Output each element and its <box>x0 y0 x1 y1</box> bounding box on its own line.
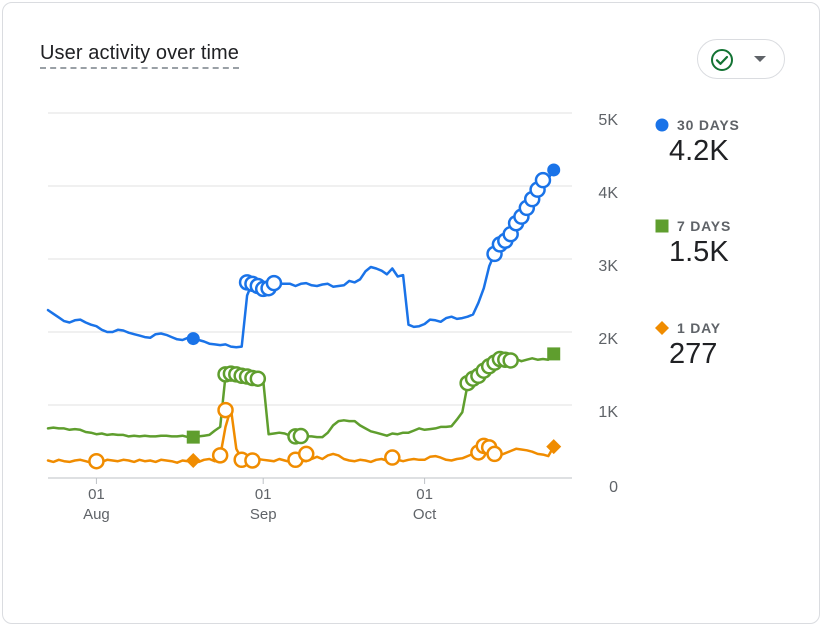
x-tick-label: Oct <box>413 506 437 523</box>
legend-label: 7 DAYS <box>677 218 732 234</box>
activity-line-chart: 5K 4K 3K 2K 1K 0 01 Aug 01 Sep 01 Oct <box>46 112 618 523</box>
anomaly-point <box>244 452 261 469</box>
y-tick-label: 4K <box>598 185 618 202</box>
y-tick-label: 2K <box>598 331 618 348</box>
data-point-marker <box>547 163 561 177</box>
anomaly-point <box>211 447 229 464</box>
data-point-marker <box>185 452 201 468</box>
chevron-down-icon <box>754 56 766 62</box>
legend-value: 4.2K <box>669 135 729 167</box>
data-point-marker <box>546 439 562 455</box>
legend-value: 277 <box>669 338 718 370</box>
legend-label: 30 DAYS <box>677 117 740 133</box>
x-tick-label: 01 <box>88 486 105 503</box>
y-tick-label: 5K <box>598 112 618 129</box>
compare-dropdown-button[interactable] <box>697 39 785 79</box>
y-tick-label: 3K <box>598 258 618 275</box>
check-circle-icon <box>711 49 733 71</box>
anomaly-point <box>292 427 310 445</box>
anomaly-point <box>384 449 401 466</box>
y-tick-label: 0 <box>609 479 618 496</box>
x-tick-label: Aug <box>83 506 110 523</box>
x-tick-label: Sep <box>250 506 277 523</box>
data-point-marker <box>186 332 200 346</box>
series-line-30-days <box>46 168 555 349</box>
anomaly-point <box>217 401 234 419</box>
y-tick-label: 1K <box>598 404 618 421</box>
anomaly-point <box>249 370 267 387</box>
anomaly-point <box>502 352 519 369</box>
anomaly-point <box>486 445 503 463</box>
x-tick-label: 01 <box>255 486 272 503</box>
x-tick-label: 01 <box>416 486 433 503</box>
legend-value: 1.5K <box>669 236 729 268</box>
diamond-marker-icon <box>655 321 669 335</box>
anomaly-point <box>88 452 105 470</box>
square-marker-icon <box>655 219 669 233</box>
data-point-marker <box>186 430 200 444</box>
anomaly-point <box>534 171 552 189</box>
card-title[interactable]: User activity over time <box>40 42 240 69</box>
data-point-marker <box>547 347 561 361</box>
circle-marker-icon <box>655 118 669 132</box>
anomaly-point <box>297 445 315 463</box>
legend-label: 1 DAY <box>677 320 721 336</box>
anomaly-point <box>265 274 283 292</box>
